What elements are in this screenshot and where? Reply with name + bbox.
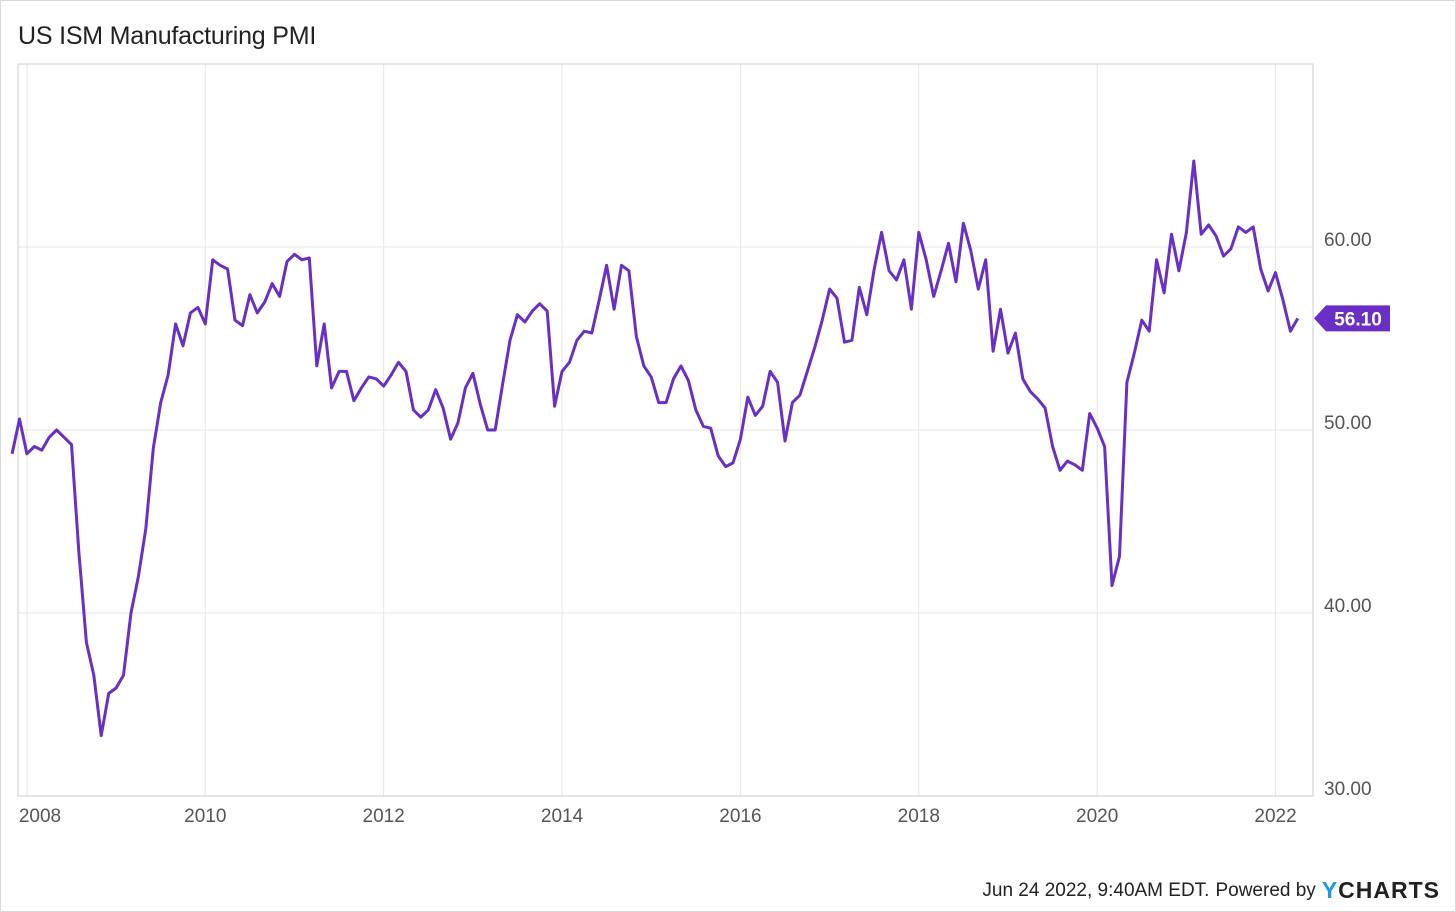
footer-powered-by: Powered by — [1215, 879, 1316, 901]
series-line — [10, 159, 1300, 738]
ycharts-logo-text: CHARTS — [1338, 877, 1440, 903]
y-tick-label: 40.00 — [1324, 596, 1372, 617]
x-tick-label: 2014 — [541, 806, 584, 827]
ycharts-logo-y: Y — [1321, 877, 1339, 903]
y-tick-label: 60.00 — [1324, 230, 1372, 251]
x-tick-label: 2020 — [1076, 806, 1118, 827]
tick-layer: 2008 2010 2012 2014 2016 2018 2020 2022 30.00 40.… — [19, 230, 1372, 827]
chart-footer: Jun 24 2022, 9:40AM EDT. Powered by YCHA… — [982, 877, 1440, 904]
x-tick-label: 2016 — [719, 806, 761, 827]
y-tick-label: 30.00 — [1324, 779, 1372, 800]
y-tick-label: 50.00 — [1324, 413, 1372, 434]
x-tick-label: 2010 — [184, 806, 226, 827]
series-layer — [10, 159, 1300, 738]
last-value-text: 56.10 — [1334, 309, 1382, 330]
ycharts-logo[interactable]: YCHARTS — [1322, 877, 1440, 904]
grid-layer — [18, 64, 1313, 797]
footer-timestamp: Jun 24 2022, 9:40AM EDT. — [982, 879, 1210, 901]
x-tick-label: 2012 — [363, 806, 405, 827]
chart-title: US ISM Manufacturing PMI — [18, 22, 317, 50]
x-tick-label: 2022 — [1254, 806, 1296, 827]
last-value-label-layer: 56.10 — [1314, 305, 1390, 332]
last-value-badge — [1314, 305, 1390, 332]
x-tick-label: 2008 — [19, 806, 61, 827]
x-tick-label: 2018 — [898, 806, 940, 827]
